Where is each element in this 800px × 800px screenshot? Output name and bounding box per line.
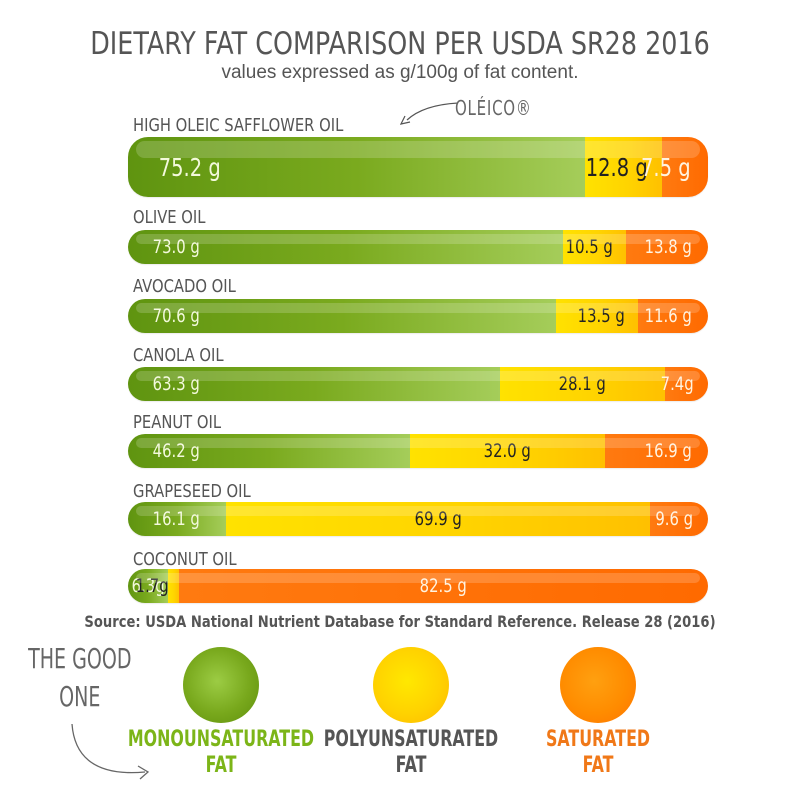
data-label: 82.5 g xyxy=(420,575,468,597)
bar-segment-saturated: 7.4g xyxy=(660,367,708,401)
bar-segment-polyunsaturated: 12.8 g xyxy=(584,137,663,197)
bar-segment-polyunsaturated: 13.5 g xyxy=(555,299,638,333)
callout-arrow-icon xyxy=(71,723,150,780)
category-label: OLIVE OIL xyxy=(133,207,206,228)
data-label: 32.0 g xyxy=(483,440,531,462)
data-label: 16.1 g xyxy=(152,508,200,530)
category-label: COCONUT OIL xyxy=(133,549,237,570)
bar-segment-polyunsaturated: 28.1 g xyxy=(499,367,665,401)
bar-segment-saturated: 16.9 g xyxy=(604,434,708,468)
callout-line-2: ONE xyxy=(59,680,101,713)
category-label: GRAPESEED OIL xyxy=(133,481,251,502)
category-label: HIGH OLEIC SAFFLOWER OIL xyxy=(133,115,344,136)
bar-segment-saturated: 7.5 g xyxy=(641,137,708,197)
stacked-bar: 70.6 g 13.5 g 11.6 g xyxy=(128,299,708,333)
legend-label-saturated: SATURATED FAT xyxy=(504,727,691,779)
bar-segment-saturated: 9.6 g xyxy=(649,502,708,536)
data-label: 69.9 g xyxy=(414,508,462,530)
bar-segment-polyunsaturated: 10.5 g xyxy=(563,230,626,264)
data-label: 28.1 g xyxy=(558,373,606,395)
bar-segment-monounsaturated: 70.6 g xyxy=(128,299,556,333)
stacked-bar: 75.2 g 12.8 g 7.5 g xyxy=(128,137,708,197)
bar-segment-monounsaturated: 63.3 g xyxy=(128,367,500,401)
legend-label-line: POLYUNSATURATED xyxy=(323,727,499,752)
stacked-bar: 63.3 g 28.1 g 7.4g xyxy=(128,367,708,401)
legend-label-monounsaturated: MONOUNSATURATED FAT xyxy=(127,727,314,779)
bar-segment-polyunsaturated: 1.7g xyxy=(136,569,180,603)
source-note: Source: USDA National Nutrient Database … xyxy=(84,612,716,631)
chart-subtitle: values expressed as g/100g of fat conten… xyxy=(221,62,579,83)
stacked-bar: 46.2 g 32.0 g 16.9 g xyxy=(128,434,708,468)
bar-segment-polyunsaturated: 32.0 g xyxy=(409,434,605,468)
category-label: PEANUT OIL xyxy=(133,412,222,433)
legend-label-line: FAT xyxy=(205,753,237,778)
data-label: 63.3 g xyxy=(152,373,200,395)
data-label: 7.5 g xyxy=(641,152,691,182)
legend-label-polyunsaturated: POLYUNSATURATED FAT xyxy=(317,727,504,779)
bar-segment-saturated: 82.5 g xyxy=(179,569,708,603)
stacked-bar: 73.0 g 10.5 g 13.8 g xyxy=(128,230,708,264)
bar-segment-saturated: 11.6 g xyxy=(637,299,708,333)
legend-label-line: SATURATED xyxy=(545,727,651,752)
bar-segment-polyunsaturated: 69.9 g xyxy=(225,502,650,536)
legend-label-line: FAT xyxy=(395,753,427,778)
data-label: 9.6 g xyxy=(654,508,693,530)
legend-swatch-saturated xyxy=(560,647,636,723)
annotation-arrow xyxy=(400,102,459,125)
data-label: 75.2 g xyxy=(158,152,221,182)
stacked-bar: 16.1 g 69.9 g 9.6 g xyxy=(128,502,708,536)
data-label: 16.9 g xyxy=(644,440,692,462)
legend-label-line: MONOUNSATURATED xyxy=(127,727,315,752)
oleico-annotation: OLÉICO® xyxy=(455,96,532,120)
stacked-bar: 6.3g 1.7g 82.5 g xyxy=(128,569,708,603)
data-label: 73.0 g xyxy=(152,236,200,258)
bar-segment-saturated: 13.8 g xyxy=(625,230,708,264)
bar-segment-monounsaturated: 46.2 g xyxy=(128,434,410,468)
good-one-callout: THE GOOD ONE xyxy=(22,640,138,716)
legend-swatch-polyunsaturated xyxy=(373,647,449,723)
chart-title: DIETARY FAT COMPARISON PER USDA SR28 201… xyxy=(90,26,710,62)
bar-segment-monounsaturated: 75.2 g xyxy=(128,137,585,197)
data-label: 6.3g xyxy=(131,575,165,597)
data-label: 7.4g xyxy=(660,373,694,395)
data-label: 10.5 g xyxy=(565,236,614,258)
callout-line-1: THE GOOD xyxy=(28,642,132,675)
data-label: 70.6 g xyxy=(152,305,200,327)
category-label: CANOLA OIL xyxy=(133,345,224,366)
bar-segment-monounsaturated: 16.1 g xyxy=(128,502,226,536)
data-label: 1.7g xyxy=(135,575,169,597)
bar-segment-monounsaturated: 73.0 g xyxy=(128,230,564,264)
data-label: 13.8 g xyxy=(644,236,692,258)
legend-label-line: FAT xyxy=(582,753,614,778)
data-label: 11.6 g xyxy=(644,305,692,327)
category-label: AVOCADO OIL xyxy=(133,276,236,297)
legend-swatch-monounsaturated xyxy=(183,647,259,723)
data-label: 13.5 g xyxy=(577,305,626,327)
bar-segment-monounsaturated: 6.3g xyxy=(128,569,169,603)
data-label: 46.2 g xyxy=(152,440,200,462)
data-label: 12.8 g xyxy=(585,152,648,182)
